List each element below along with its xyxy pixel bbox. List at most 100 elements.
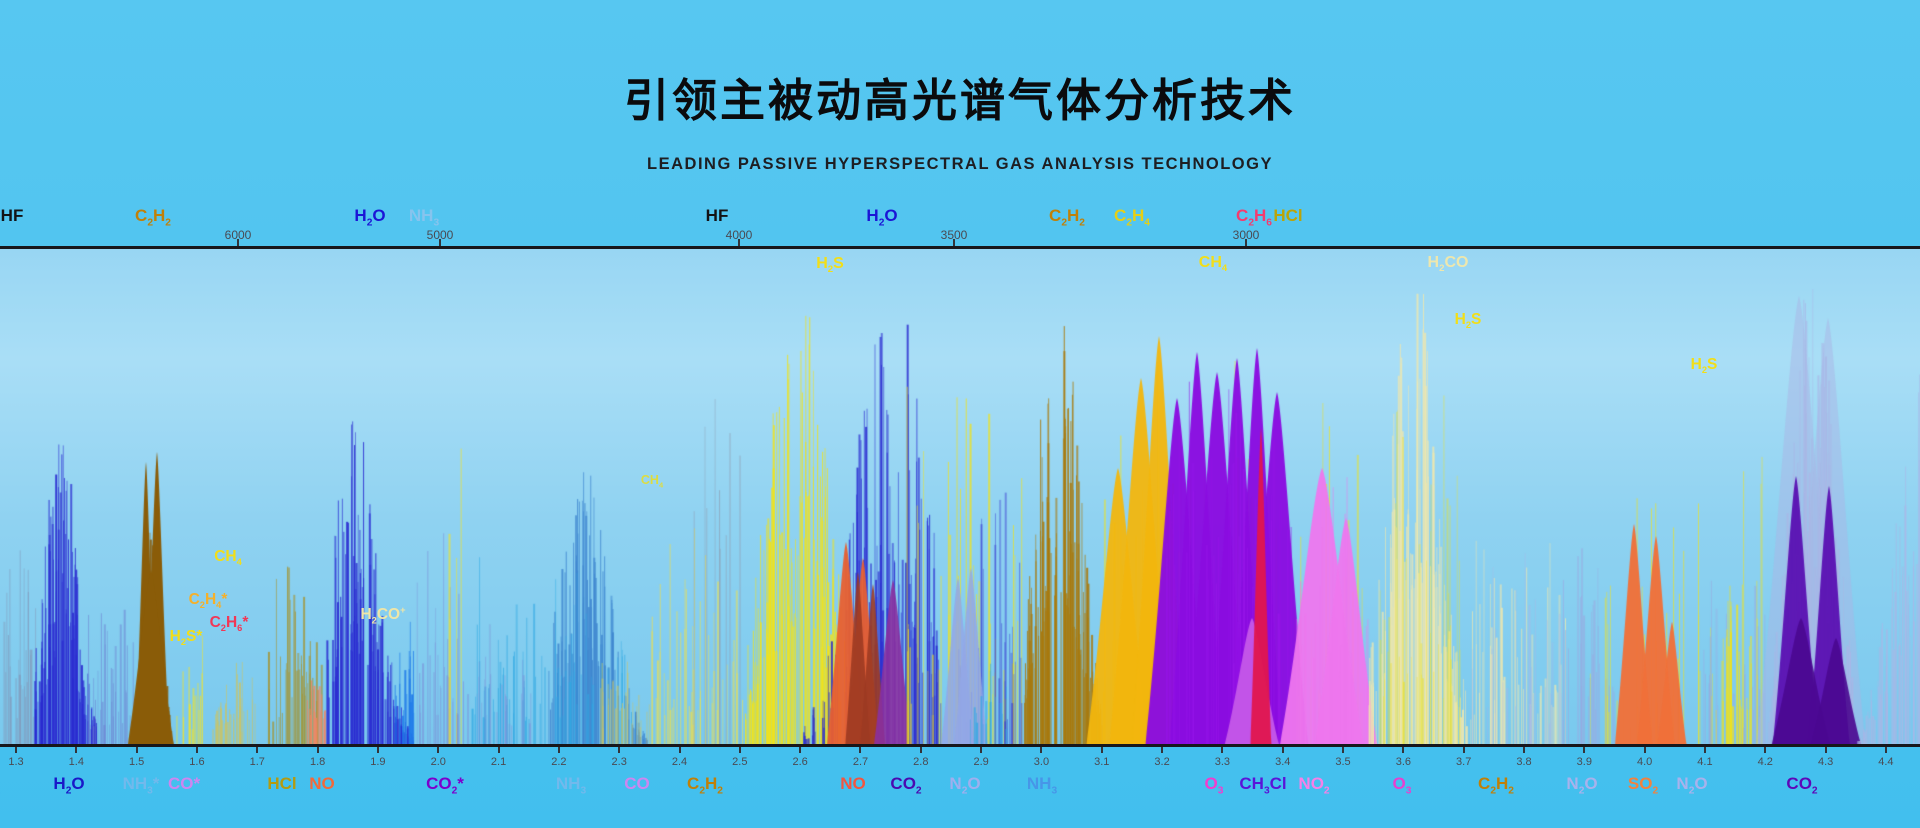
gas-label-bottom: HCl	[267, 774, 297, 793]
gas-label-top: HCl	[1273, 206, 1303, 225]
bottom-tick-label: 4.3	[1817, 756, 1834, 768]
page-title: 引领主被动高光谱气体分析技术	[623, 75, 1296, 126]
spectrum-annotation: C2H4*	[188, 591, 228, 611]
bottom-tick-mark	[15, 747, 17, 753]
bottom-tick-mark	[1824, 747, 1827, 753]
bottom-tick-mark	[1342, 747, 1345, 753]
bottom-tick-label: 4.4	[1878, 756, 1894, 768]
bottom-tick-label: 2.4	[671, 756, 688, 768]
bottom-tick-label: 3.4	[1275, 756, 1291, 768]
gas-label-top: C2H6	[1236, 206, 1272, 229]
bottom-tick-mark	[1583, 747, 1586, 753]
spectrum-annotation: C2H6*	[209, 614, 249, 634]
bottom-tick-label: 2.3	[611, 756, 627, 768]
gas-label-top: C2H2	[1049, 206, 1085, 229]
gas-label-top: H2O	[866, 206, 898, 229]
bottom-tick-mark	[859, 747, 862, 753]
gas-label-bottom: N2O	[1676, 774, 1708, 797]
bottom-tick-mark	[1764, 747, 1767, 753]
spectrum-annotation: H2S	[1454, 311, 1482, 331]
gas-label-top: HF	[705, 206, 729, 225]
gas-label-bottom: CO*	[167, 774, 201, 793]
bottom-tick-mark	[497, 747, 500, 753]
gas-label-bottom: N2O	[1566, 774, 1598, 797]
bottom-tick-label: 3.7	[1456, 756, 1472, 768]
spectrum-annotation: CH4	[214, 548, 242, 568]
gas-label-bottom: CH3Cl	[1239, 774, 1287, 797]
spectrum-annotation: CH4	[1198, 254, 1228, 275]
bottom-tick-label: 1.7	[249, 756, 265, 768]
gas-label-bottom: NO2	[1298, 774, 1330, 797]
bottom-tick-mark	[980, 747, 983, 753]
bottom-tick-label: 2.9	[973, 756, 989, 768]
bottom-tick-label: 1.9	[370, 756, 386, 768]
bottom-axis-line	[0, 744, 1920, 747]
top-tick-mark	[439, 239, 441, 246]
gas-label-bottom: C2H2	[1478, 774, 1514, 797]
gas-label-top: C2H2	[135, 206, 171, 229]
bottom-tick-label: 3.6	[1395, 756, 1412, 768]
bottom-tick-label: 3.3	[1214, 756, 1231, 768]
bottom-tick-label: 2.2	[551, 756, 567, 768]
bottom-tick-label: 2.1	[490, 756, 507, 768]
bottom-tick-label: 4.1	[1697, 756, 1713, 768]
spectrum-annotation: CH4	[640, 473, 664, 490]
top-tick-label: 4000	[725, 228, 753, 242]
gas-label-top: C2H4	[1114, 206, 1150, 229]
bottom-tick-label: 2.7	[852, 756, 869, 768]
bottom-tick-mark	[1100, 747, 1103, 753]
spectrum-annotation: H2CO+	[360, 605, 406, 626]
spectrum-annotation: H2CO	[1427, 254, 1469, 275]
page-subtitle: LEADING PASSIVE HYPERSPECTRAL GAS ANALYS…	[647, 155, 1273, 173]
gas-label-bottom: NH3*	[122, 774, 160, 797]
top-tick-mark	[738, 239, 740, 246]
gas-label-bottom: CO	[624, 774, 650, 793]
bottom-tick-mark	[1281, 747, 1284, 753]
spectrum-annotation: H2S*	[169, 628, 203, 648]
bottom-tick-label: 1.5	[128, 756, 145, 768]
bottom-tick-mark	[678, 747, 681, 753]
bottom-tick-mark	[256, 747, 259, 753]
gas-label-bottom: NO	[309, 774, 335, 793]
top-tick-mark	[1245, 239, 1247, 246]
bottom-tick-label: 1.4	[68, 756, 84, 768]
bottom-tick-mark	[919, 747, 922, 753]
bottom-tick-label: 3.0	[1033, 756, 1050, 768]
bottom-tick-label: 3.9	[1576, 756, 1592, 768]
bottom-tick-label: 2.6	[792, 756, 808, 768]
gas-label-bottom: N2O	[949, 774, 981, 797]
bottom-tick-label: 3.8	[1516, 756, 1532, 768]
bottom-tick-mark	[1161, 747, 1164, 753]
bottom-tick-mark	[135, 747, 138, 753]
top-tick-label: 5000	[426, 228, 454, 242]
top-tick-label: 3500	[940, 228, 968, 242]
spectrum-annotation: H2S	[1690, 356, 1718, 376]
bottom-tick-mark	[1221, 747, 1224, 753]
bottom-tick-mark	[1462, 747, 1465, 753]
bottom-tick-mark	[316, 747, 319, 753]
bottom-tick-label: 1.6	[189, 756, 205, 768]
gas-label-bottom: CO2	[1786, 774, 1818, 797]
bottom-tick-mark	[195, 747, 198, 753]
gas-label-top: NH3	[408, 206, 440, 229]
bottom-tick-label: 3.2	[1154, 756, 1170, 768]
bottom-tick-mark	[738, 747, 741, 753]
bottom-tick-label: 2.5	[732, 756, 748, 768]
bottom-tick-mark	[1402, 747, 1405, 753]
bottom-tick-mark	[1643, 747, 1646, 753]
bottom-tick-mark	[1884, 747, 1887, 753]
bottom-tick-label: 1.3	[8, 756, 24, 768]
gas-label-top: H2O	[354, 206, 386, 229]
bottom-tick-mark	[376, 747, 379, 753]
bottom-tick-mark	[618, 747, 621, 753]
bottom-tick-mark	[1523, 747, 1525, 753]
top-tick-label: 6000	[224, 228, 252, 242]
bottom-tick-mark	[75, 747, 78, 753]
gas-label-top: HF	[0, 206, 24, 225]
gas-label-bottom: O3	[1204, 774, 1224, 797]
spectrum-annotation: H2S	[816, 255, 844, 276]
bottom-tick-label: 1.8	[309, 756, 326, 768]
bottom-tick-label: 2.0	[430, 756, 446, 768]
gas-label-bottom: NH3	[1026, 774, 1058, 797]
